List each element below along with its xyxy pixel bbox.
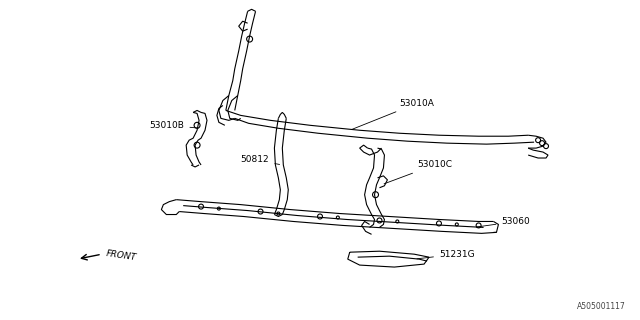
Text: 53010A: 53010A: [352, 99, 434, 129]
Text: 53060: 53060: [476, 217, 530, 227]
Text: 50812: 50812: [241, 156, 280, 164]
Text: A505001117: A505001117: [577, 302, 625, 311]
Text: 51231G: 51231G: [417, 250, 475, 259]
Text: 53010C: 53010C: [384, 160, 452, 184]
Text: FRONT: FRONT: [106, 250, 138, 263]
Text: 53010B: 53010B: [150, 121, 198, 130]
